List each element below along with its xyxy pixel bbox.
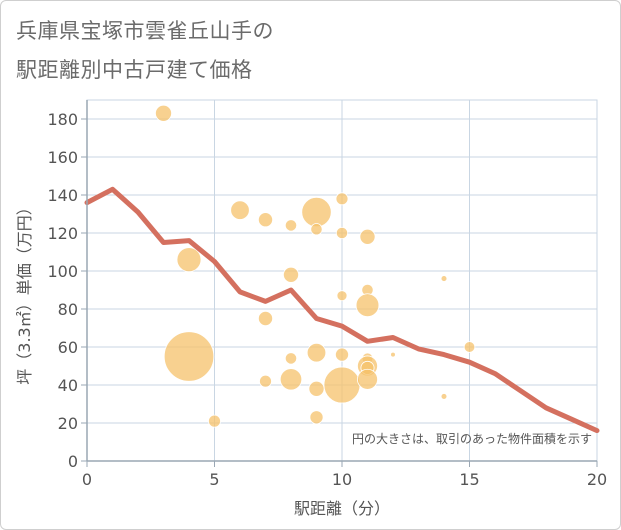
bubble-point (355, 293, 380, 318)
x-tick-label: 15 (459, 470, 479, 489)
bubble-point (440, 393, 448, 400)
bubble-point (309, 410, 324, 425)
average-price-line (84, 186, 600, 434)
x-tick-label: 10 (332, 470, 352, 489)
bubble-point (335, 192, 349, 206)
bubble-point (279, 368, 303, 391)
y-tick-label: 100 (47, 262, 78, 281)
bubble-point (155, 104, 172, 122)
bubble-point (208, 414, 221, 428)
y-tick-label: 140 (47, 186, 78, 205)
bubble-point (176, 247, 202, 273)
bubble-point (259, 374, 272, 388)
bubble-layer (155, 104, 476, 428)
axis-layer: 0 5 10 15 20 0 20 40 60 80 100 120 140 160 180 (47, 100, 607, 489)
bubble-point (284, 219, 298, 232)
bubble-point (440, 275, 448, 282)
y-tick-label: 0 (68, 452, 78, 471)
bubble-point (308, 380, 325, 397)
chart-title-line1: 兵庫県宝塚市雲雀丘山手の (16, 19, 274, 43)
bubble-point (463, 341, 476, 353)
bubble-point (284, 352, 298, 365)
bubble-point (257, 310, 274, 327)
bubble-point (163, 331, 215, 382)
x-tick-label: 20 (587, 470, 607, 489)
bubble-point (257, 212, 274, 228)
bubble-point (390, 351, 396, 358)
bubble-point (306, 342, 327, 363)
bubble-point (301, 196, 332, 228)
x-axis-label: 駅距離（分） (294, 499, 390, 518)
size-annotation: 円の大きさは、取引のあった物件面積を示す (352, 431, 592, 446)
bubble-point (335, 347, 349, 362)
y-tick-label: 40 (58, 376, 78, 395)
y-tick-label: 20 (58, 414, 78, 433)
bubble-point (230, 200, 250, 220)
y-tick-label: 180 (47, 110, 78, 129)
line-layer (84, 186, 600, 434)
bubble-point (357, 368, 378, 390)
grid-layer (86, 99, 598, 462)
y-tick-label: 160 (47, 148, 78, 167)
x-tick-label: 0 (82, 470, 92, 489)
y-tick-label: 80 (58, 300, 78, 319)
bubble-point (282, 266, 300, 283)
y-tick-label: 120 (47, 224, 78, 243)
bubble-point (336, 290, 348, 302)
chart-title-line2: 駅距離別中古戸建て価格 (16, 58, 253, 82)
x-tick-label: 5 (209, 470, 219, 489)
bubble-point (310, 223, 323, 236)
bubble-point (335, 226, 349, 240)
bubble-point (359, 228, 376, 245)
y-axis-label: 坪（3.3㎡）単価（万円） (15, 199, 34, 384)
bubble-point (323, 366, 361, 404)
y-tick-label: 60 (58, 338, 78, 357)
